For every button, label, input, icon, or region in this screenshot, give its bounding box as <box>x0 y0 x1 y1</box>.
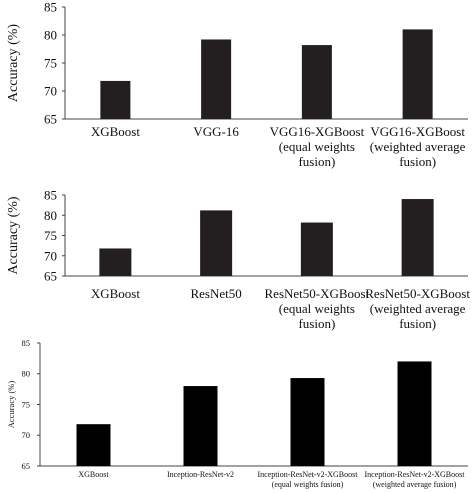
x-tick-label: Inception-ResNet-v2-XGBoost <box>258 470 359 479</box>
x-tick-label: XGBoost <box>91 286 141 301</box>
x-tick-label: XGBoost <box>91 124 141 139</box>
x-tick-label: (weighted average <box>370 139 466 154</box>
bar <box>76 424 111 466</box>
y-tick-label: 65 <box>44 269 57 284</box>
y-tick-label: 75 <box>44 228 57 243</box>
y-tick-label: 70 <box>44 248 57 263</box>
bar <box>397 361 432 466</box>
bar <box>200 210 233 276</box>
x-tick-label: Inception-ResNet-v2 <box>167 470 234 479</box>
x-tick-label: (equal weights <box>279 301 355 316</box>
x-tick-label: VGG16-XGBoost <box>270 124 365 139</box>
x-tick-label: XGBoost <box>78 470 109 479</box>
chart-panel-resnet50: 65 70 75 80 85 Accuracy (%) XGBoost ResNet50 Res… <box>6 188 470 331</box>
x-tick-label: fusion) <box>298 154 335 169</box>
x-tick-label: fusion) <box>298 316 335 331</box>
y-tick-label: 70 <box>22 430 31 440</box>
bar <box>201 39 232 120</box>
x-tick-label: (weighted average <box>370 301 466 316</box>
y-tick-label: 85 <box>44 0 57 15</box>
bar <box>300 222 333 276</box>
x-tick-label: Inception-ResNet-v2-XGBoost <box>365 470 466 479</box>
bar <box>183 386 218 466</box>
y-tick-label: 80 <box>44 208 57 223</box>
y-tick-label: 80 <box>22 369 31 379</box>
chart-panel-vgg16: 65 70 75 80 85 Accuracy (%) XGBoost VGG-16 VGG16… <box>6 0 468 169</box>
y-tick-label: 75 <box>22 399 31 409</box>
x-tick-label: (weighted average fusion) <box>373 480 457 489</box>
y-tick-label: 70 <box>44 84 57 99</box>
y-tick-label: 65 <box>22 461 31 471</box>
y-tick-label: 80 <box>44 28 57 43</box>
y-tick-label: 85 <box>44 188 57 203</box>
bar <box>402 29 433 119</box>
y-tick-label: 85 <box>22 338 31 348</box>
bar <box>100 80 131 119</box>
bar <box>301 45 332 119</box>
x-tick-label: fusion) <box>399 154 436 169</box>
x-tick-label: (equal weights <box>279 139 355 154</box>
bar <box>401 199 434 276</box>
x-tick-label: fusion) <box>399 316 436 331</box>
x-tick-label: VGG16-XGBoost <box>370 124 465 139</box>
y-axis-label: Accuracy (%) <box>6 24 21 102</box>
x-tick-label: ResNet50 <box>190 286 241 301</box>
bar <box>99 248 132 276</box>
x-tick-label: VGG-16 <box>193 124 239 139</box>
x-tick-label: ResNet50-XGBoost <box>365 286 470 301</box>
bar <box>290 378 325 466</box>
y-axis-label: Accuracy (%) <box>6 196 21 274</box>
y-tick-label: 75 <box>44 56 57 71</box>
y-tick-label: 65 <box>44 112 57 127</box>
chart-panel-inception-resnet-v2: 65 70 75 80 85 Accuracy (%) XGBoost Inception-R… <box>6 338 468 489</box>
y-axis-label: Accuracy (%) <box>6 381 16 429</box>
x-tick-label: (equal weights fusion) <box>272 480 344 489</box>
x-tick-label: ResNet50-XGBoost <box>265 286 370 301</box>
